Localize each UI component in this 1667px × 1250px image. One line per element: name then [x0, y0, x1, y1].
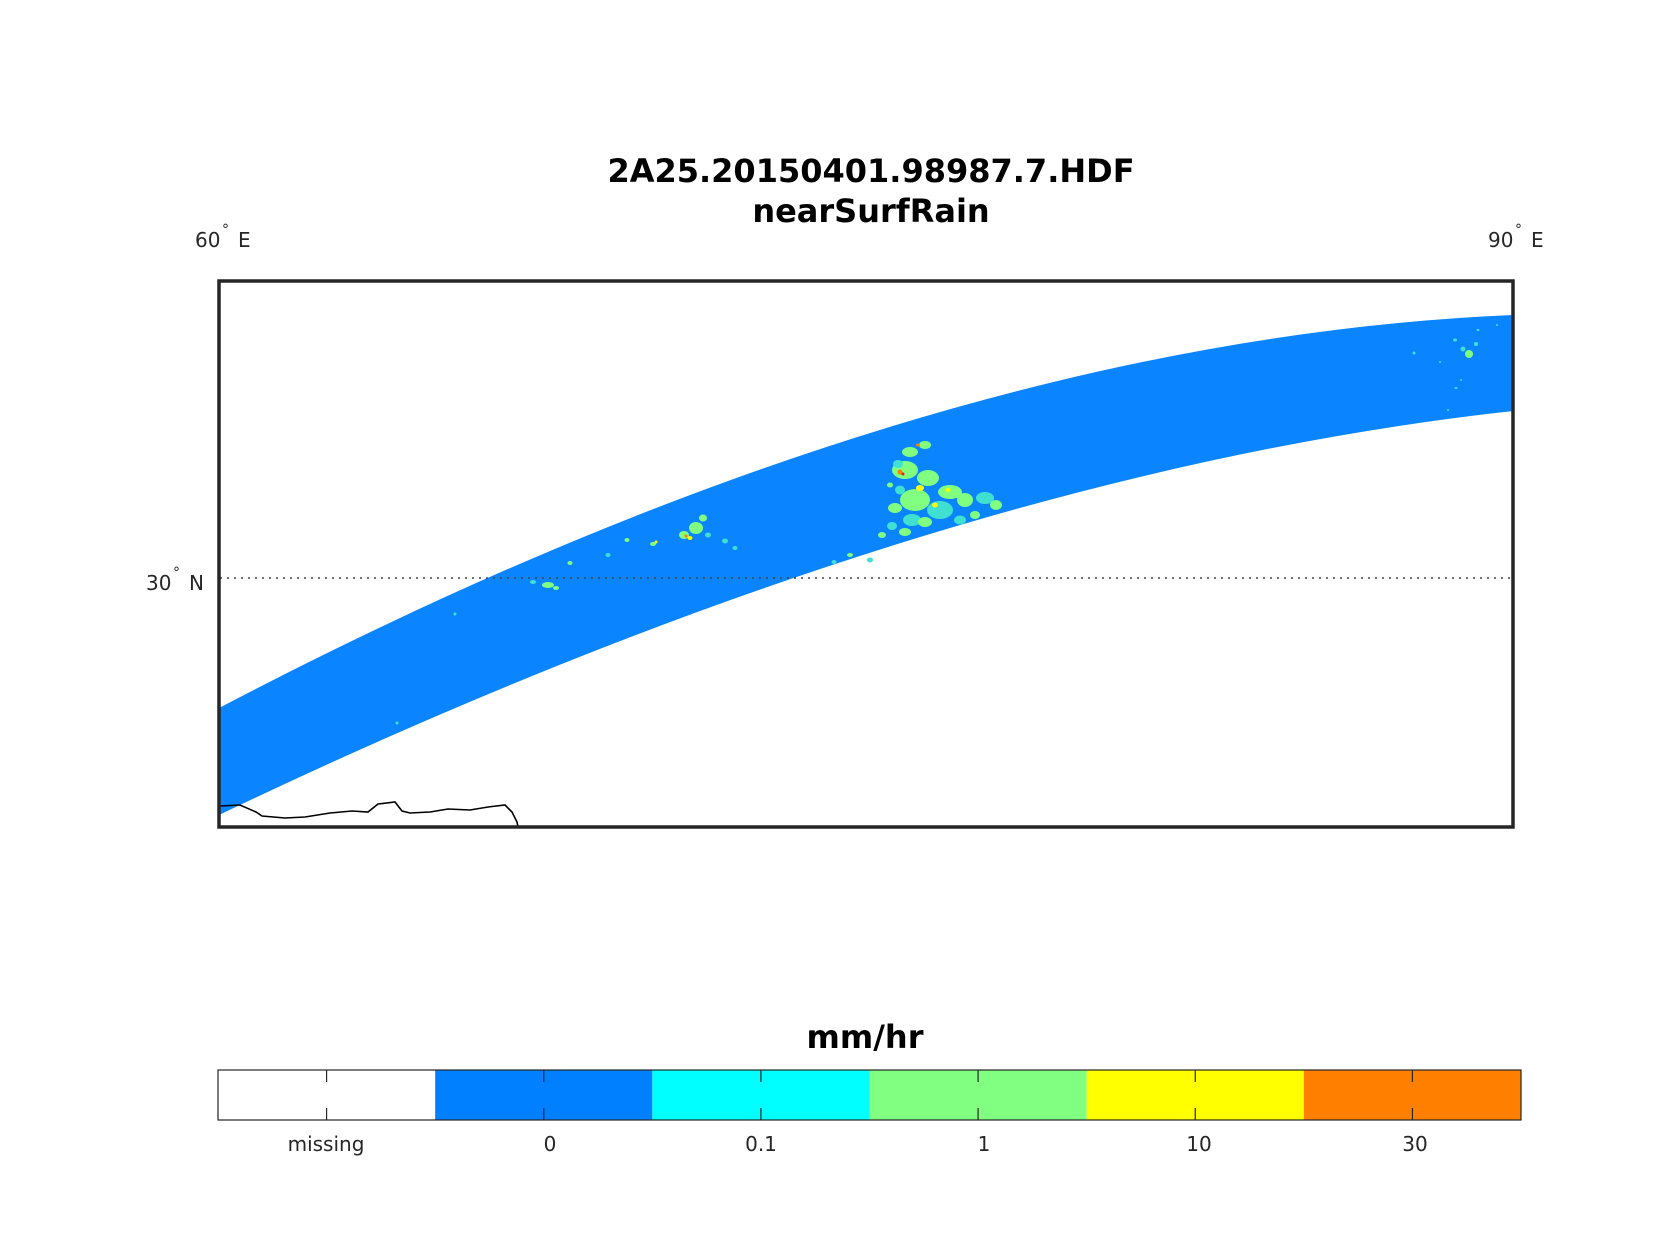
rain-cell: [1447, 409, 1449, 411]
rain-cell: [1453, 338, 1457, 342]
lon-label-90-value: 90: [1488, 228, 1513, 252]
rain-cell: [954, 515, 966, 525]
lon-label-60-degree: °: [222, 222, 229, 238]
rain-cell: [605, 553, 611, 557]
rain-cell: [932, 502, 938, 508]
lon-label-90: 90 ° E: [1488, 222, 1544, 252]
rain-cell: [990, 500, 1002, 510]
rain-cell: [732, 546, 738, 550]
map-title-line1: 2A25.20150401.98987.7.HDF: [607, 152, 1134, 190]
lon-label-60-value: 60: [195, 228, 220, 252]
lat-label-30-suffix: N: [189, 571, 204, 595]
rain-cell: [530, 580, 536, 584]
rain-cell: [687, 536, 693, 540]
rain-cell: [970, 511, 980, 519]
rain-cell: [831, 560, 837, 564]
satellite-swath: [220, 315, 1513, 815]
rain-cells: [395, 324, 1498, 725]
rain-cell: [897, 469, 903, 475]
rain-cell: [654, 540, 658, 544]
rain-cell: [878, 532, 886, 538]
rain-cell: [542, 582, 554, 588]
rain-cell: [679, 531, 689, 539]
rain-cell: [918, 517, 932, 527]
rain-cell: [893, 460, 903, 468]
lon-label-60: 60 ° E: [195, 222, 251, 252]
rain-cell: [705, 532, 711, 538]
rain-cell: [847, 553, 853, 557]
colorbar-label: 0.1: [745, 1132, 777, 1156]
map-area: [220, 315, 1513, 827]
rain-cell: [553, 586, 559, 590]
colorbar-label: 1: [978, 1132, 991, 1156]
rain-cell: [1496, 324, 1498, 326]
rain-cell: [1474, 342, 1478, 346]
colorbar-label: 30: [1402, 1132, 1427, 1156]
rain-cell: [899, 528, 911, 536]
rain-cell: [689, 522, 703, 534]
rain-cell: [1465, 350, 1473, 358]
colorbar-title: mm/hr: [807, 1018, 924, 1056]
colorbar-label: missing: [288, 1132, 365, 1156]
colorbar-label: 0: [544, 1132, 557, 1156]
rain-cell: [916, 443, 920, 447]
rain-cell: [976, 492, 994, 504]
rain-cell: [903, 514, 921, 526]
rain-cell: [395, 721, 399, 725]
rain-cell: [902, 447, 918, 457]
rain-cell: [699, 514, 707, 522]
rain-cell: [1454, 387, 1458, 389]
lat-label-30-value: 30: [146, 571, 171, 595]
rain-cell: [867, 557, 873, 563]
rain-cell: [927, 501, 953, 519]
rain-cell: [1412, 351, 1416, 355]
rain-cell: [650, 542, 656, 546]
rain-cell: [916, 485, 924, 491]
map-title-line2: nearSurfRain: [752, 192, 989, 230]
rain-cell: [722, 538, 728, 544]
rain-cell: [1460, 379, 1462, 381]
rain-cell: [900, 489, 930, 511]
rain-cell: [684, 534, 688, 538]
rain-cell: [919, 441, 931, 449]
rain-cell: [1476, 329, 1480, 331]
lon-label-60-suffix: E: [238, 228, 251, 252]
lon-label-90-degree: °: [1515, 222, 1522, 238]
rain-cell: [957, 493, 973, 507]
rain-cell: [1460, 346, 1466, 352]
rain-cell: [917, 470, 939, 486]
rain-cell: [567, 561, 573, 565]
rain-cell: [901, 472, 905, 476]
lat-label-30-degree: °: [173, 565, 180, 581]
colorbar-frame: [217, 1069, 1522, 1121]
rain-cell: [945, 488, 951, 492]
colorbar-label: 10: [1186, 1132, 1211, 1156]
rain-cell: [453, 612, 457, 616]
rain-cell: [624, 538, 630, 542]
rain-cell: [895, 485, 905, 495]
lat-label-30: 30 ° N: [146, 565, 204, 595]
rain-cell: [887, 522, 897, 530]
rain-cell: [1439, 361, 1441, 363]
map-frame: [217, 279, 1515, 829]
lon-label-90-suffix: E: [1531, 228, 1544, 252]
coastline: [220, 801, 519, 827]
rain-cell: [887, 482, 893, 488]
rain-cell: [938, 485, 962, 499]
rain-cell: [888, 503, 902, 513]
colorbar: missing 0 0.1 1 10 30: [217, 1069, 1522, 1156]
